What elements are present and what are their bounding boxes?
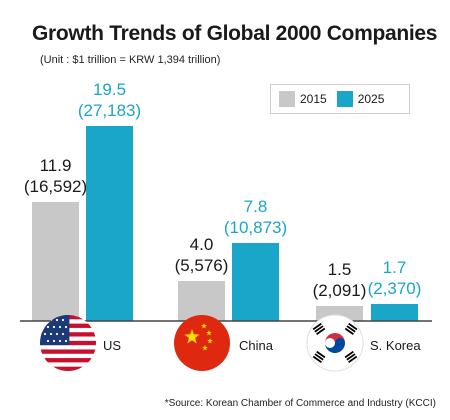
value-label-us-2015: 11.9	[40, 156, 72, 175]
value-label-s-korea-2025: 1.7	[383, 258, 407, 277]
legend-item-2015: 2015	[279, 91, 327, 107]
category-label-s-korea: S. Korea	[370, 338, 421, 353]
legend-label-2015: 2015	[300, 92, 327, 106]
legend: 2015 2025	[270, 84, 410, 114]
unit-note: (Unit : $1 trillion = KRW 1,394 trillion…	[40, 54, 221, 66]
bar-us-2015	[32, 202, 79, 321]
krw-label-us-2015: (16,592)	[24, 177, 87, 196]
legend-label-2025: 2025	[357, 92, 385, 106]
value-label-s-korea-2015: 1.5	[328, 260, 352, 279]
us-flag	[40, 315, 96, 371]
chart-title: Growth Trends of Global 2000 Companies	[32, 22, 438, 45]
krw-label-us-2025: (27,183)	[78, 101, 141, 120]
south-korea-flag	[306, 314, 364, 372]
krw-label-s-korea-2025: (2,370)	[368, 279, 422, 298]
value-label-china-2025: 7.8	[244, 197, 268, 216]
bar-china-2025	[232, 243, 279, 321]
source-note: *Source: Korean Chamber of Commerce and …	[164, 398, 436, 409]
legend-item-2025: 2025	[336, 91, 385, 107]
bar-us-2025	[86, 126, 133, 321]
bar-china-2015	[178, 281, 225, 321]
krw-label-china-2025: (10,873)	[224, 218, 287, 237]
category-label-us: US	[103, 338, 121, 353]
legend-swatch-2015	[279, 91, 295, 107]
krw-label-china-2015: (5,576)	[175, 256, 229, 275]
value-label-us-2025: 19.5	[93, 80, 126, 99]
bar-s-korea-2025	[371, 304, 418, 321]
china-flag	[174, 315, 230, 371]
krw-label-s-korea-2015: (2,091)	[313, 281, 367, 300]
legend-swatch-2025	[336, 91, 353, 107]
category-label-china: China	[239, 338, 274, 353]
value-label-china-2015: 4.0	[190, 235, 214, 254]
